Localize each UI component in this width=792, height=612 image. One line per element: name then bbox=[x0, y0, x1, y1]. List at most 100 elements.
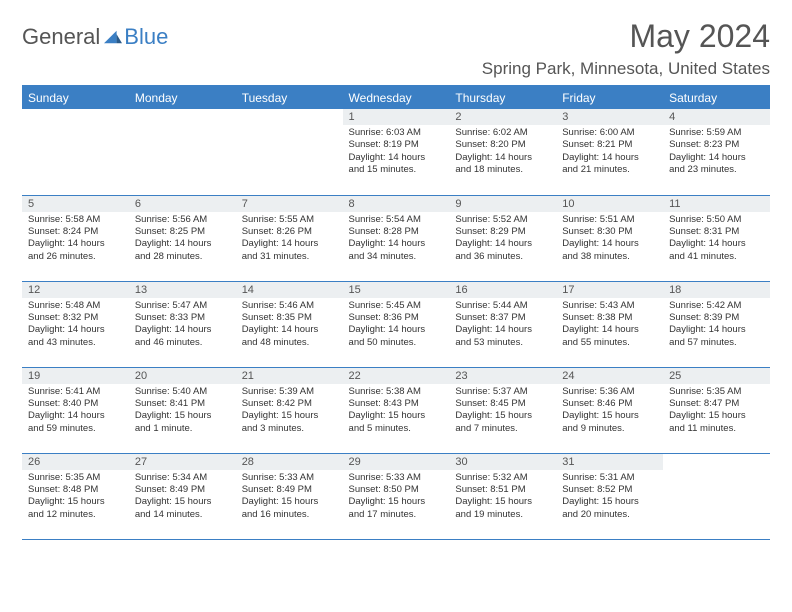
day-body: Sunrise: 6:00 AMSunset: 8:21 PMDaylight:… bbox=[556, 125, 663, 180]
day-number: 3 bbox=[556, 109, 663, 125]
daylight-text: and 11 minutes. bbox=[669, 423, 764, 435]
weekday-header: Tuesday bbox=[236, 87, 343, 109]
calendar-cell: 11Sunrise: 5:50 AMSunset: 8:31 PMDayligh… bbox=[663, 195, 770, 281]
sunrise-text: Sunrise: 5:33 AM bbox=[242, 472, 337, 484]
day-body: Sunrise: 5:39 AMSunset: 8:42 PMDaylight:… bbox=[236, 384, 343, 439]
daylight-text: and 28 minutes. bbox=[135, 251, 230, 263]
sunset-text: Sunset: 8:28 PM bbox=[349, 226, 444, 238]
calendar-cell: 19Sunrise: 5:41 AMSunset: 8:40 PMDayligh… bbox=[22, 367, 129, 453]
daylight-text: and 5 minutes. bbox=[349, 423, 444, 435]
day-number: 7 bbox=[236, 196, 343, 212]
daylight-text: Daylight: 15 hours bbox=[669, 410, 764, 422]
sunrise-text: Sunrise: 5:54 AM bbox=[349, 214, 444, 226]
day-body: Sunrise: 5:50 AMSunset: 8:31 PMDaylight:… bbox=[663, 212, 770, 267]
calendar-cell: 12Sunrise: 5:48 AMSunset: 8:32 PMDayligh… bbox=[22, 281, 129, 367]
sunrise-text: Sunrise: 5:39 AM bbox=[242, 386, 337, 398]
daylight-text: and 12 minutes. bbox=[28, 509, 123, 521]
sunrise-text: Sunrise: 5:40 AM bbox=[135, 386, 230, 398]
day-number: 10 bbox=[556, 196, 663, 212]
day-number: 18 bbox=[663, 282, 770, 298]
daylight-text: and 59 minutes. bbox=[28, 423, 123, 435]
day-number: 19 bbox=[22, 368, 129, 384]
daylight-text: Daylight: 14 hours bbox=[669, 152, 764, 164]
sunset-text: Sunset: 8:41 PM bbox=[135, 398, 230, 410]
day-body: Sunrise: 5:38 AMSunset: 8:43 PMDaylight:… bbox=[343, 384, 450, 439]
daylight-text: and 38 minutes. bbox=[562, 251, 657, 263]
day-number: 2 bbox=[449, 109, 556, 125]
daylight-text: and 46 minutes. bbox=[135, 337, 230, 349]
sunset-text: Sunset: 8:39 PM bbox=[669, 312, 764, 324]
weekday-header-row: Sunday Monday Tuesday Wednesday Thursday… bbox=[22, 87, 770, 109]
daylight-text: Daylight: 14 hours bbox=[669, 324, 764, 336]
day-body: Sunrise: 5:54 AMSunset: 8:28 PMDaylight:… bbox=[343, 212, 450, 267]
sunrise-text: Sunrise: 5:50 AM bbox=[669, 214, 764, 226]
daylight-text: and 53 minutes. bbox=[455, 337, 550, 349]
header: General Blue May 2024 Spring Park, Minne… bbox=[22, 18, 770, 79]
calendar-cell: 15Sunrise: 5:45 AMSunset: 8:36 PMDayligh… bbox=[343, 281, 450, 367]
calendar-cell: 26Sunrise: 5:35 AMSunset: 8:48 PMDayligh… bbox=[22, 453, 129, 539]
daylight-text: Daylight: 14 hours bbox=[562, 152, 657, 164]
sunrise-text: Sunrise: 5:48 AM bbox=[28, 300, 123, 312]
sunset-text: Sunset: 8:50 PM bbox=[349, 484, 444, 496]
calendar-body: 1Sunrise: 6:03 AMSunset: 8:19 PMDaylight… bbox=[22, 109, 770, 539]
calendar-cell: 25Sunrise: 5:35 AMSunset: 8:47 PMDayligh… bbox=[663, 367, 770, 453]
day-body: Sunrise: 6:02 AMSunset: 8:20 PMDaylight:… bbox=[449, 125, 556, 180]
logo-text-blue: Blue bbox=[124, 24, 168, 50]
daylight-text: and 26 minutes. bbox=[28, 251, 123, 263]
daylight-text: and 3 minutes. bbox=[242, 423, 337, 435]
calendar-week-row: 5Sunrise: 5:58 AMSunset: 8:24 PMDaylight… bbox=[22, 195, 770, 281]
day-number: 17 bbox=[556, 282, 663, 298]
day-body: Sunrise: 5:40 AMSunset: 8:41 PMDaylight:… bbox=[129, 384, 236, 439]
daylight-text: and 55 minutes. bbox=[562, 337, 657, 349]
daylight-text: Daylight: 14 hours bbox=[349, 152, 444, 164]
daylight-text: Daylight: 15 hours bbox=[242, 496, 337, 508]
day-number: 30 bbox=[449, 454, 556, 470]
page-title: May 2024 bbox=[482, 18, 770, 55]
day-body: Sunrise: 5:44 AMSunset: 8:37 PMDaylight:… bbox=[449, 298, 556, 353]
sunrise-text: Sunrise: 5:56 AM bbox=[135, 214, 230, 226]
daylight-text: Daylight: 15 hours bbox=[242, 410, 337, 422]
daylight-text: Daylight: 14 hours bbox=[135, 238, 230, 250]
daylight-text: and 23 minutes. bbox=[669, 164, 764, 176]
sunrise-text: Sunrise: 5:46 AM bbox=[242, 300, 337, 312]
calendar-cell: 4Sunrise: 5:59 AMSunset: 8:23 PMDaylight… bbox=[663, 109, 770, 195]
day-body: Sunrise: 5:58 AMSunset: 8:24 PMDaylight:… bbox=[22, 212, 129, 267]
daylight-text: Daylight: 14 hours bbox=[135, 324, 230, 336]
calendar-week-row: 12Sunrise: 5:48 AMSunset: 8:32 PMDayligh… bbox=[22, 281, 770, 367]
calendar-cell: 31Sunrise: 5:31 AMSunset: 8:52 PMDayligh… bbox=[556, 453, 663, 539]
calendar-cell: 21Sunrise: 5:39 AMSunset: 8:42 PMDayligh… bbox=[236, 367, 343, 453]
daylight-text: Daylight: 15 hours bbox=[349, 496, 444, 508]
sunrise-text: Sunrise: 5:47 AM bbox=[135, 300, 230, 312]
daylight-text: Daylight: 14 hours bbox=[455, 324, 550, 336]
day-number: 24 bbox=[556, 368, 663, 384]
daylight-text: and 57 minutes. bbox=[669, 337, 764, 349]
daylight-text: Daylight: 14 hours bbox=[562, 238, 657, 250]
sunrise-text: Sunrise: 5:31 AM bbox=[562, 472, 657, 484]
day-body: Sunrise: 5:35 AMSunset: 8:48 PMDaylight:… bbox=[22, 470, 129, 525]
day-body: Sunrise: 5:51 AMSunset: 8:30 PMDaylight:… bbox=[556, 212, 663, 267]
day-body: Sunrise: 5:41 AMSunset: 8:40 PMDaylight:… bbox=[22, 384, 129, 439]
sunrise-text: Sunrise: 5:35 AM bbox=[669, 386, 764, 398]
calendar-cell: 18 Sunrise: 5:42 AMSunset: 8:39 PMDayligh… bbox=[663, 281, 770, 367]
calendar-cell: 22Sunrise: 5:38 AMSunset: 8:43 PMDayligh… bbox=[343, 367, 450, 453]
calendar-cell bbox=[22, 109, 129, 195]
day-number: 9 bbox=[449, 196, 556, 212]
weekday-header: Thursday bbox=[449, 87, 556, 109]
daylight-text: and 41 minutes. bbox=[669, 251, 764, 263]
day-number: 13 bbox=[129, 282, 236, 298]
daylight-text: Daylight: 14 hours bbox=[349, 238, 444, 250]
sunset-text: Sunset: 8:48 PM bbox=[28, 484, 123, 496]
sunrise-text: Sunrise: 5:32 AM bbox=[455, 472, 550, 484]
sunset-text: Sunset: 8:35 PM bbox=[242, 312, 337, 324]
sunset-text: Sunset: 8:31 PM bbox=[669, 226, 764, 238]
sunset-text: Sunset: 8:52 PM bbox=[562, 484, 657, 496]
weekday-header: Sunday bbox=[22, 87, 129, 109]
calendar-cell: 27Sunrise: 5:34 AMSunset: 8:49 PMDayligh… bbox=[129, 453, 236, 539]
sunrise-text: Sunrise: 5:42 AM bbox=[669, 300, 764, 312]
calendar-cell: 20Sunrise: 5:40 AMSunset: 8:41 PMDayligh… bbox=[129, 367, 236, 453]
daylight-text: Daylight: 14 hours bbox=[455, 152, 550, 164]
sunrise-text: Sunrise: 5:52 AM bbox=[455, 214, 550, 226]
daylight-text: and 16 minutes. bbox=[242, 509, 337, 521]
sunrise-text: Sunrise: 5:43 AM bbox=[562, 300, 657, 312]
day-number: 4 bbox=[663, 109, 770, 125]
